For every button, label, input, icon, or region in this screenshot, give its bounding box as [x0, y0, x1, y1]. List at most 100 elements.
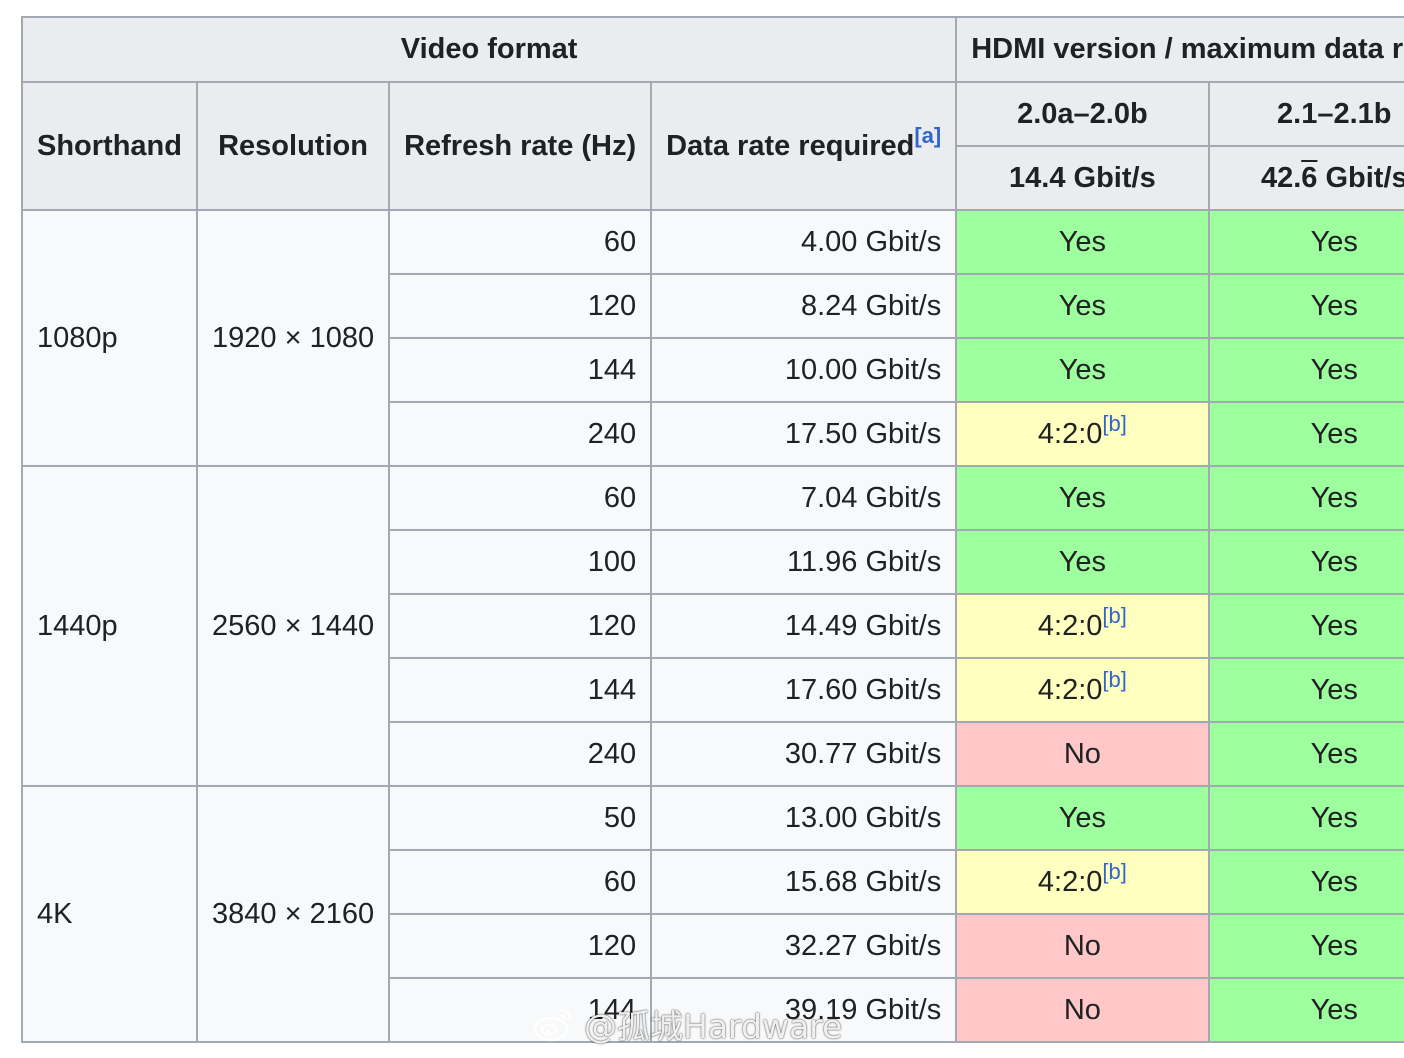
support-value: No	[1063, 929, 1101, 962]
refresh-rate-cell: 50	[388, 785, 653, 851]
data-rate-cell: 15.68 Gbit/s	[650, 849, 958, 915]
hdmi-2-0-support-cell: 4:2:0[b]	[955, 401, 1210, 467]
support-value: Yes	[1310, 481, 1358, 514]
hdmi-2-1-support-cell: Yes	[1207, 849, 1404, 915]
refresh-rate-header-label: Refresh rate (Hz)	[404, 129, 637, 162]
footnote-link-b[interactable]: [b]	[1102, 410, 1127, 436]
data-rate-cell: 17.60 Gbit/s	[650, 657, 958, 723]
data-rate-cell: 32.27 Gbit/s	[650, 913, 958, 979]
video-format-header: Video format	[20, 16, 958, 83]
hdmi-2-0-support-cell: 4:2:0[b]	[955, 849, 1210, 915]
support-value: 4:2:0	[1037, 417, 1103, 450]
resolution-cell: 2560 × 1440	[195, 465, 391, 787]
hdmi-2-1-support-cell: Yes	[1207, 529, 1404, 595]
hdmi-2-0-support-cell: No	[955, 721, 1210, 787]
support-value: Yes	[1310, 545, 1358, 578]
table-row: 60 15.68 Gbit/s 4:2:0[b] Yes	[22, 849, 1404, 915]
data-rate-header-label: Data rate required	[666, 129, 915, 162]
version-2-1-rate-repeating-digit: 6	[1301, 161, 1318, 194]
support-value: Yes	[1310, 737, 1358, 770]
hdmi-data-rate-table: Video format HDMI version / maximum data…	[20, 16, 1404, 1043]
table-row: 240 17.50 Gbit/s 4:2:0[b] Yes	[22, 401, 1404, 467]
version-2-0-header: 2.0a–2.0b	[955, 81, 1210, 147]
refresh-rate-cell: 60	[388, 849, 653, 915]
support-value: Yes	[1310, 673, 1358, 706]
data-rate-cell: 14.49 Gbit/s	[650, 593, 958, 659]
refresh-rate-cell: 144	[388, 337, 653, 403]
support-value: Yes	[1310, 417, 1358, 450]
refresh-rate-cell: 60	[388, 209, 653, 275]
hdmi-2-0-support-cell: Yes	[955, 785, 1210, 851]
hdmi-2-0-support-cell: Yes	[955, 465, 1210, 531]
version-2-1-header: 2.1–2.1b	[1207, 81, 1404, 147]
table-row: 100 11.96 Gbit/s Yes Yes	[22, 529, 1404, 595]
version-2-1-rate: 42.6 Gbit/s	[1207, 145, 1404, 211]
support-value: No	[1063, 737, 1101, 770]
table-row: 120 14.49 Gbit/s 4:2:0[b] Yes	[22, 593, 1404, 659]
support-value: 4:2:0	[1037, 673, 1103, 706]
footnote-link-b[interactable]: [b]	[1102, 666, 1127, 692]
shorthand-header: Shorthand	[21, 81, 198, 211]
hdmi-2-1-support-cell: Yes	[1207, 913, 1404, 979]
data-rate-cell: 39.19 Gbit/s	[650, 977, 958, 1043]
hdmi-2-1-support-cell: Yes	[1207, 657, 1404, 723]
hdmi-2-0-support-cell: Yes	[955, 529, 1210, 595]
hdmi-2-0-support-cell: No	[955, 977, 1210, 1043]
hdmi-2-0-support-cell: Yes	[955, 273, 1210, 339]
support-value: 4:2:0	[1037, 609, 1103, 642]
resolution-cell: 1920 × 1080	[195, 209, 391, 467]
data-rate-cell: 4.00 Gbit/s	[650, 209, 958, 275]
shorthand-cell: 1080p	[21, 209, 198, 467]
hdmi-2-1-support-cell: Yes	[1207, 977, 1404, 1043]
support-value: Yes	[1310, 609, 1358, 642]
hdmi-2-1-support-cell: Yes	[1207, 209, 1404, 275]
hdmi-2-1-support-cell: Yes	[1207, 401, 1404, 467]
support-value: Yes	[1058, 545, 1107, 578]
table-body: 1080p 1920 × 1080 60 4.00 Gbit/s Yes Yes 120 8.…	[21, 209, 1404, 1043]
refresh-rate-cell: 120	[388, 273, 653, 339]
table-row: 144 39.19 Gbit/s No Yes	[22, 977, 1404, 1043]
support-value: Yes	[1310, 929, 1358, 962]
data-rate-cell: 30.77 Gbit/s	[650, 721, 958, 787]
hdmi-2-1-support-cell: Yes	[1207, 465, 1404, 531]
hdmi-2-1-support-cell: Yes	[1207, 593, 1404, 659]
hdmi-2-0-support-cell: No	[955, 913, 1210, 979]
refresh-rate-cell: 240	[388, 721, 653, 787]
footnote-link-b[interactable]: [b]	[1102, 858, 1127, 884]
support-value: Yes	[1058, 801, 1107, 834]
support-value: Yes	[1310, 865, 1358, 898]
hdmi-2-0-support-cell: Yes	[955, 209, 1210, 275]
refresh-rate-cell: 144	[388, 657, 653, 723]
version-2-1-rate-suffix: Gbit/s	[1317, 161, 1404, 194]
support-value: Yes	[1058, 225, 1107, 258]
table-row: 120 32.27 Gbit/s No Yes	[22, 913, 1404, 979]
support-value: Yes	[1058, 289, 1107, 322]
footnote-link-a[interactable]: [a]	[914, 122, 942, 148]
footnote-link-b[interactable]: [b]	[1102, 602, 1127, 628]
refresh-rate-header: Refresh rate (Hz)	[388, 81, 653, 211]
refresh-rate-cell: 240	[388, 401, 653, 467]
hdmi-version-header: HDMI version / maximum data rate	[955, 16, 1404, 83]
refresh-rate-cell: 144	[388, 977, 653, 1043]
table-row: 144 17.60 Gbit/s 4:2:0[b] Yes	[22, 657, 1404, 723]
data-rate-cell: 11.96 Gbit/s	[650, 529, 958, 595]
data-rate-cell: 17.50 Gbit/s	[650, 401, 958, 467]
hdmi-2-0-support-cell: Yes	[955, 337, 1210, 403]
table-row: 240 30.77 Gbit/s No Yes	[22, 721, 1404, 787]
hdmi-2-0-support-cell: 4:2:0[b]	[955, 657, 1210, 723]
refresh-rate-cell: 100	[388, 529, 653, 595]
table-row: 120 8.24 Gbit/s Yes Yes	[22, 273, 1404, 339]
version-2-0-rate: 14.4 Gbit/s	[955, 145, 1210, 211]
refresh-rate-cell: 120	[388, 913, 653, 979]
data-rate-cell: 7.04 Gbit/s	[650, 465, 958, 531]
table-row: 4K 3840 × 2160 50 13.00 Gbit/s Yes Yes	[21, 785, 1404, 1043]
shorthand-cell: 1440p	[21, 465, 198, 787]
hdmi-2-1-support-cell: Yes	[1207, 721, 1404, 787]
hdmi-2-0-support-cell: 4:2:0[b]	[955, 593, 1210, 659]
hdmi-2-1-support-cell: Yes	[1207, 337, 1404, 403]
resolution-cell: 3840 × 2160	[195, 785, 391, 1043]
refresh-rate-cell: 60	[388, 465, 653, 531]
support-value: Yes	[1310, 801, 1358, 834]
version-2-1-rate-prefix: 42.	[1260, 161, 1302, 194]
data-rate-cell: 13.00 Gbit/s	[650, 785, 958, 851]
